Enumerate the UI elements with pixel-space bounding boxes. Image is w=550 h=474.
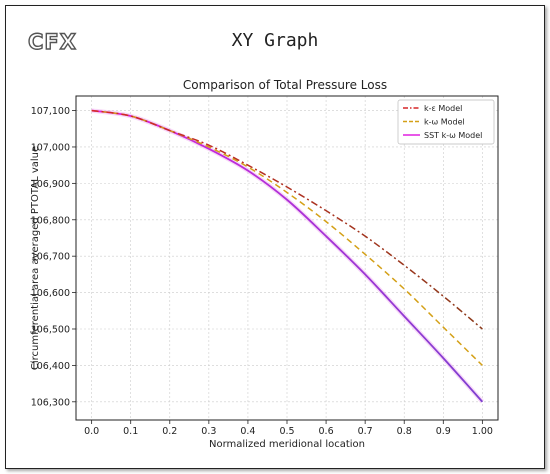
series-line-0	[91, 109, 483, 330]
y-axis-label: Circumferential area averaged PTOTAL val…	[30, 146, 41, 370]
y-tick-label: 107,100	[31, 106, 70, 117]
legend-label-1: k-ω Model	[424, 118, 465, 127]
x-axis-label: Normalized meridional location	[209, 439, 365, 450]
legend-label-0: k-ε Model	[424, 104, 462, 113]
y-tick-label: 106,900	[31, 179, 70, 190]
legend-label-2: SST k-ω Model	[424, 131, 482, 140]
series-line-1	[91, 109, 483, 366]
y-tick-label: 106,600	[31, 288, 70, 299]
x-tick-label: 0.3	[201, 426, 216, 437]
y-tick-label: 107,000	[31, 142, 70, 153]
graph-frame	[5, 5, 545, 469]
x-tick-label: 0.8	[397, 426, 412, 437]
legend-box	[397, 99, 495, 145]
app-title: XY Graph	[231, 30, 319, 51]
x-tick-label: 0.9	[436, 426, 451, 437]
x-tick-label: 0.7	[358, 426, 373, 437]
x-tick-label: 0.4	[240, 426, 255, 437]
grid	[76, 96, 498, 420]
x-tick-label: 0.1	[123, 426, 138, 437]
chart-title: Comparison of Total Pressure Loss	[183, 78, 387, 92]
series-line-2	[91, 109, 484, 403]
legend: k-ε Model k-ω Model SST k-ω Model	[397, 99, 495, 145]
y-tick-label: 106,400	[31, 361, 70, 372]
y-tick-label: 106,300	[31, 397, 70, 408]
x-tick-label: 0.6	[319, 426, 334, 437]
cfx-logo: CFX	[27, 29, 77, 54]
y-tick-label: 106,500	[31, 324, 70, 335]
y-tick-label: 106,800	[31, 215, 70, 226]
x-tick-label: 0.0	[84, 426, 99, 437]
series	[91, 108, 485, 404]
y-tick-label: 106,700	[31, 252, 70, 263]
x-tick-label: 1.00	[472, 426, 493, 437]
x-tick-label: 0.5	[279, 426, 294, 437]
tick-labels: 0.0 0.1 0.2 0.3 0.4 0.5 0.6 0.7 0.8 0.9 1.00 106,30…	[31, 106, 493, 437]
x-tick-label: 0.2	[162, 426, 177, 437]
